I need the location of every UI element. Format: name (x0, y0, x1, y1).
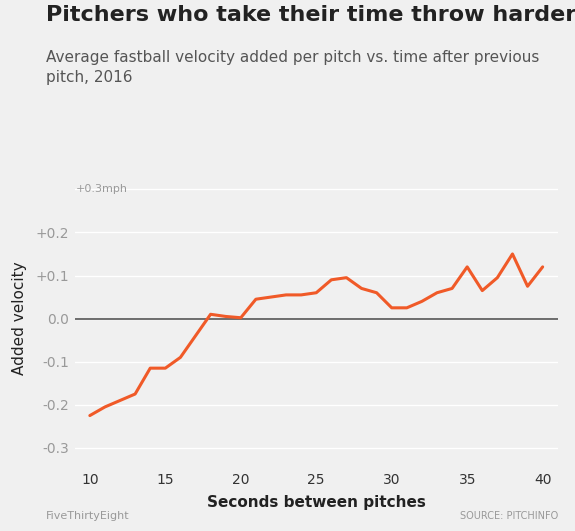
Text: Average fastball velocity added per pitch vs. time after previous
pitch, 2016: Average fastball velocity added per pitc… (46, 50, 539, 84)
Y-axis label: Added velocity: Added velocity (12, 262, 27, 375)
Text: Pitchers who take their time throw harder: Pitchers who take their time throw harde… (46, 5, 575, 25)
X-axis label: Seconds between pitches: Seconds between pitches (207, 495, 426, 510)
Text: FiveThirtyEight: FiveThirtyEight (46, 511, 129, 521)
Text: +0.3mph: +0.3mph (76, 184, 128, 194)
Text: SOURCE: PITCHINFO: SOURCE: PITCHINFO (459, 511, 558, 521)
